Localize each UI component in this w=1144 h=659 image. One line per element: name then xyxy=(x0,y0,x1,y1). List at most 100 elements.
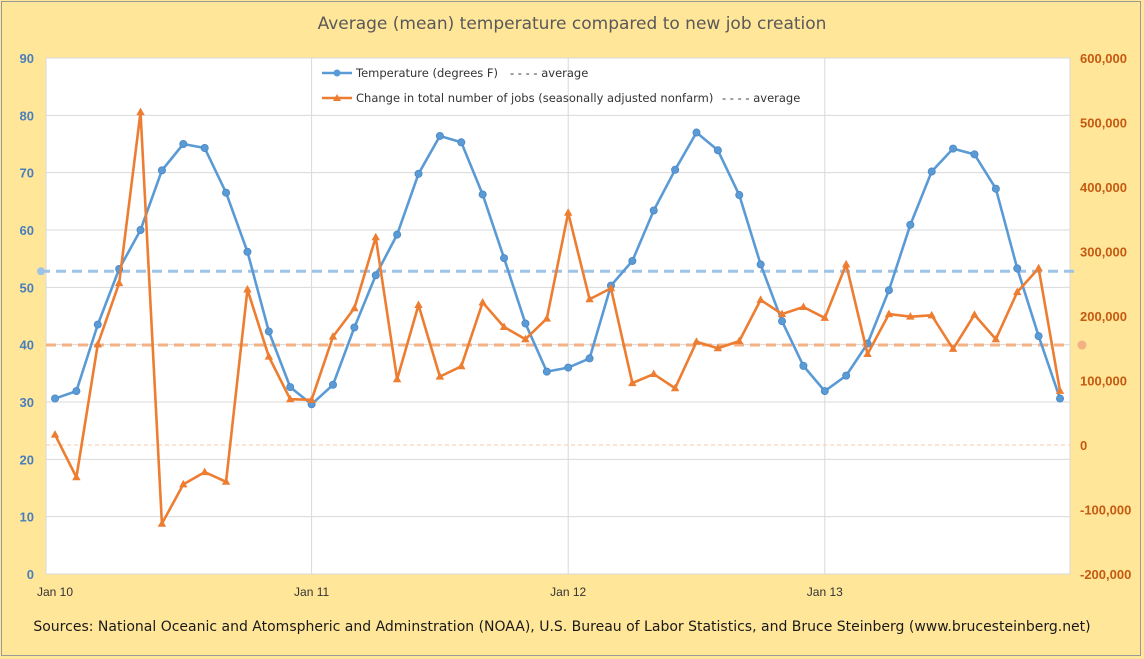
y-left-tick-label: 50 xyxy=(20,280,34,295)
jobs-series-line xyxy=(53,110,1062,525)
temperature-point xyxy=(564,363,573,372)
legend-temperature-label: Temperature (degrees F) xyxy=(355,66,498,80)
jobs-point xyxy=(628,378,637,387)
temperature-point xyxy=(200,144,209,153)
jobs-point xyxy=(927,310,936,319)
x-tick-label: Jan 13 xyxy=(807,585,843,599)
temperature-average-marker xyxy=(37,267,45,276)
y-left-tick-label: 30 xyxy=(20,395,34,410)
series-lines xyxy=(50,107,1065,527)
temperature-point xyxy=(1056,394,1065,403)
temperature-point xyxy=(328,380,337,389)
jobs-point xyxy=(863,349,872,358)
chart-title: Average (mean) temperature compared to n… xyxy=(317,14,827,34)
legend-jobs-marker xyxy=(333,94,341,101)
jobs-point xyxy=(114,278,124,287)
temperature-point xyxy=(136,225,145,234)
temperature-point xyxy=(906,220,915,229)
temperature-point xyxy=(414,169,423,178)
y-left-tick-label: 90 xyxy=(20,51,34,66)
legend-jobs-label: Change in total number of jobs (seasonal… xyxy=(356,91,713,105)
y-right-tick-label: 500,000 xyxy=(1080,116,1127,131)
jobs-point xyxy=(542,314,552,322)
y-right-tick-label: 600,000 xyxy=(1080,51,1127,66)
jobs-point xyxy=(371,232,380,241)
legend-temperature-avg-label: - - - - average xyxy=(510,66,588,80)
jobs-point xyxy=(1013,287,1022,296)
jobs-point xyxy=(521,334,530,343)
temperature-point xyxy=(93,320,102,329)
y-left-tick-label: 80 xyxy=(20,108,34,123)
y-right-tick-label: -200,000 xyxy=(1080,567,1131,582)
y-right-tick-label: 300,000 xyxy=(1080,245,1127,260)
y-right-tick-label: -100,000 xyxy=(1080,503,1131,518)
temperature-point xyxy=(692,128,701,137)
jobs-point xyxy=(585,294,594,303)
legend-jobs-avg-label: - - - - average xyxy=(722,91,800,105)
jobs-point xyxy=(72,472,81,481)
temperature-point xyxy=(585,354,594,363)
jobs-point xyxy=(563,208,573,216)
jobs-point xyxy=(820,313,829,321)
temperature-point xyxy=(179,139,188,148)
temperature-series-line xyxy=(54,131,1062,406)
temperature-point xyxy=(371,271,380,280)
y-right-tick-label: 200,000 xyxy=(1080,309,1127,324)
jobs-point xyxy=(307,395,316,403)
temperature-point xyxy=(735,191,744,200)
jobs-point xyxy=(692,337,701,345)
jobs-point xyxy=(392,374,402,383)
temperature-point xyxy=(1013,264,1022,273)
temperature-point xyxy=(799,361,808,370)
temperature-point xyxy=(713,146,722,155)
y-right-tick-label: 400,000 xyxy=(1080,180,1127,195)
temperature-point xyxy=(393,230,402,239)
y-right-tick-label: 100,000 xyxy=(1080,374,1127,389)
y-left-tick-label: 10 xyxy=(20,510,34,525)
jobs-point xyxy=(713,343,723,352)
jobs-point xyxy=(884,309,894,318)
jobs-point xyxy=(1034,263,1043,272)
y-left-tick-label: 70 xyxy=(20,166,34,181)
y-left-tick-label: 60 xyxy=(20,223,34,238)
temperature-point xyxy=(264,327,273,336)
temperature-point xyxy=(478,190,487,199)
temperature-point xyxy=(222,188,231,197)
x-tick-label: Jan 11 xyxy=(294,585,329,599)
jobs-point xyxy=(328,332,338,340)
jobs-average-marker xyxy=(1077,340,1087,350)
temperature-point xyxy=(521,319,530,328)
jobs-point xyxy=(414,300,423,309)
temperature-point xyxy=(542,367,551,376)
jobs-point xyxy=(606,283,616,292)
y-left-tick-label: 40 xyxy=(20,338,34,353)
jobs-point xyxy=(264,352,274,360)
jobs-point xyxy=(735,336,744,345)
jobs-point xyxy=(157,519,167,527)
temperature-point xyxy=(157,166,166,175)
x-tick-label: Jan 12 xyxy=(550,585,586,599)
jobs-point xyxy=(200,467,209,476)
jobs-point xyxy=(756,295,765,303)
jobs-point xyxy=(478,297,487,306)
jobs-point xyxy=(243,285,252,293)
legend: Temperature (degrees F) - - - - average … xyxy=(322,66,800,105)
temperature-point xyxy=(649,206,658,215)
temperature-point xyxy=(778,317,787,326)
jobs-point xyxy=(991,334,1001,343)
jobs-point xyxy=(1055,386,1065,394)
temperature-point xyxy=(1034,332,1043,341)
jobs-point xyxy=(286,394,295,403)
source-note: Sources: National Oceanic and Atomspheri… xyxy=(33,619,1091,635)
temperature-point xyxy=(72,387,81,396)
temperature-point xyxy=(991,184,1000,193)
jobs-point xyxy=(93,339,102,348)
temperature-point xyxy=(970,150,979,159)
jobs-point xyxy=(970,310,979,318)
legend-temperature-marker xyxy=(333,69,341,77)
y-left-tick-label: 20 xyxy=(20,452,34,467)
temperature-point xyxy=(756,260,765,269)
temperature-point xyxy=(628,256,637,265)
temperature-point xyxy=(243,247,252,256)
x-tick-label: Jan 10 xyxy=(37,585,73,599)
